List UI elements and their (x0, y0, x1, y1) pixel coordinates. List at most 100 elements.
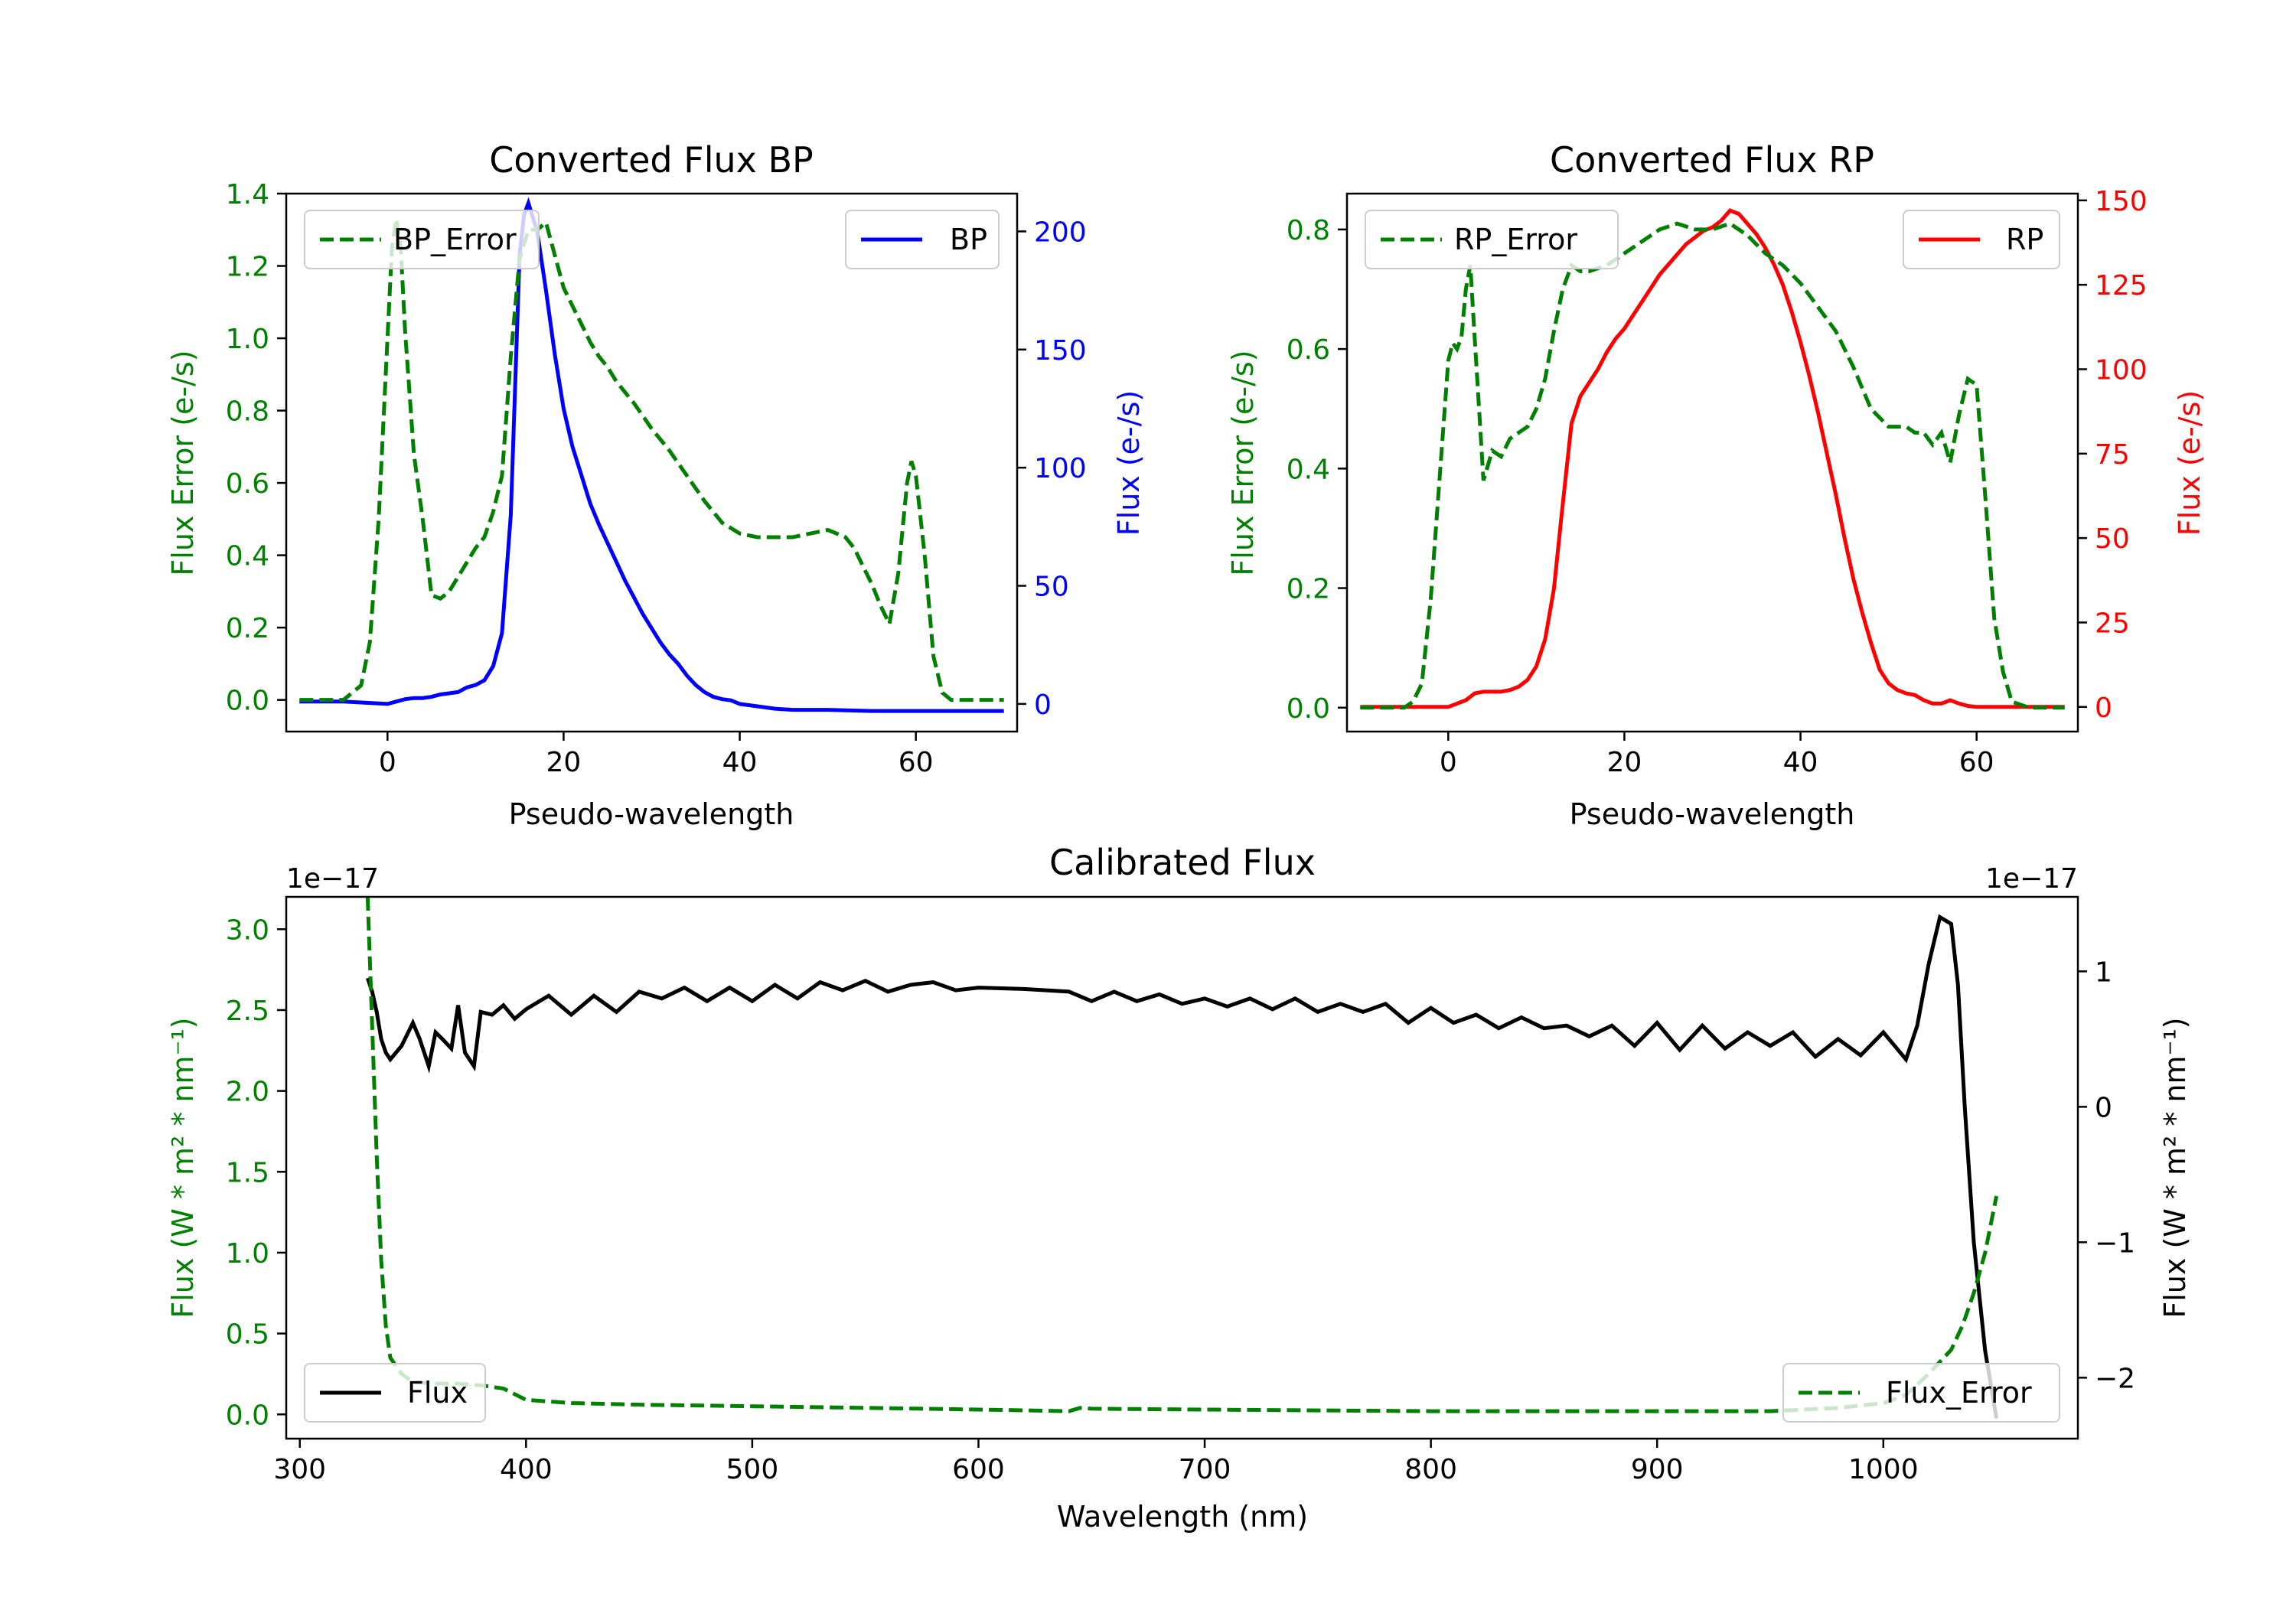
rp-error-line (1360, 221, 2065, 710)
left-y-tick-label: 0.5 (226, 1319, 269, 1351)
right-y-tick-label: 25 (2095, 608, 2130, 639)
left-y-ticks: 0.0 0.2 0.4 0.6 0.8 (1287, 215, 1347, 725)
right-y-tick-label: 150 (2095, 186, 2148, 217)
chart-title: Converted Flux BP (489, 139, 814, 181)
right-offset-text: 1e−17 (1985, 863, 2078, 895)
right-y-tick-label: 75 (2095, 439, 2130, 471)
right-y-tick-label: 150 (1034, 335, 1087, 367)
right-y-ticks: −2 −1 0 1 (2078, 957, 2135, 1394)
chart-calibrated: 300 400 500 600 700 800 900 1000 0.0 0.5 1.0 1.5 2.… (166, 842, 2192, 1534)
right-y-ticks: 0 25 50 75 100 125 150 (2078, 186, 2148, 724)
right-y-tick-label: 100 (1034, 453, 1087, 484)
left-y-tick-label: 0.4 (226, 541, 269, 572)
right-y-ticks: 0 50 100 150 200 (1017, 217, 1087, 721)
left-y-ticks: 0.0 0.2 0.4 0.6 0.8 1.0 1.2 1.4 (226, 179, 286, 717)
x-tick-label: 900 (1631, 1454, 1684, 1485)
left-y-tick-label: 0.8 (1287, 215, 1330, 246)
left-y-tick-label: 1.5 (226, 1157, 269, 1188)
left-y-tick-label: 1.0 (226, 324, 269, 355)
left-y-axis-label: Flux (W * m² * nm⁻¹) (166, 1017, 200, 1318)
legend-flux: Flux (304, 1363, 486, 1423)
x-ticks: 0 20 40 60 (379, 732, 934, 778)
right-y-tick-label: 50 (2095, 523, 2130, 555)
x-ticks: 300 400 500 600 700 800 900 1000 (273, 1439, 1919, 1485)
x-tick-label: 60 (899, 747, 934, 778)
legend-bp: BP (845, 210, 1000, 269)
left-y-tick-label: 2.0 (226, 1077, 269, 1108)
left-y-axis-label: Flux Error (e-/s) (166, 350, 200, 575)
right-y-tick-label: 100 (2095, 354, 2148, 386)
left-y-axis-label: Flux Error (e-/s) (1226, 350, 1260, 575)
x-tick-label: 0 (379, 747, 396, 778)
x-tick-label: 800 (1404, 1454, 1457, 1485)
legend-rp: RP (1903, 210, 2060, 269)
legend-label: RP (2006, 223, 2043, 256)
x-tick-label: 1000 (1848, 1454, 1919, 1485)
plot-frame (285, 895, 2079, 1440)
left-y-tick-label: 0.0 (226, 1400, 269, 1431)
x-ticks: 0 20 40 60 (1440, 732, 1994, 778)
left-y-ticks: 0.0 0.5 1.0 1.5 2.0 2.5 3.0 (226, 914, 286, 1431)
left-y-tick-label: 0.2 (226, 613, 269, 644)
legend-rp-error: RP_Error (1365, 210, 1619, 269)
legend-label: Flux_Error (1886, 1376, 2032, 1410)
x-tick-label: 20 (546, 747, 582, 778)
x-axis-label: Pseudo-wavelength (1570, 797, 1855, 831)
right-y-tick-label: −2 (2095, 1363, 2135, 1394)
right-y-axis-label: Flux (W * m² * nm⁻¹) (2158, 1017, 2192, 1318)
x-tick-label: 300 (273, 1454, 326, 1485)
chart-title: Calibrated Flux (1049, 842, 1316, 883)
left-y-tick-label: 1.4 (226, 179, 269, 210)
left-y-tick-label: 0.2 (1287, 574, 1330, 605)
x-axis-label: Pseudo-wavelength (509, 797, 794, 831)
left-y-tick-label: 3.0 (226, 914, 269, 946)
left-y-tick-label: 0.8 (226, 396, 269, 428)
chart-bp: 0 20 40 60 0.0 0.2 0.4 0.6 0.8 1.0 1.2 1.4 0 50 100 1… (166, 139, 1146, 831)
bp-error-line (299, 218, 1004, 702)
plot-frame (285, 192, 1019, 733)
x-tick-label: 400 (500, 1454, 553, 1485)
x-tick-label: 40 (722, 747, 758, 778)
right-y-tick-label: 0 (2095, 693, 2112, 724)
bp-line (299, 197, 1004, 713)
left-y-tick-label: 0.6 (226, 468, 269, 500)
legend-flux-error: Flux_Error (1782, 1363, 2060, 1423)
right-y-axis-label: Flux (e-/s) (1112, 390, 1146, 536)
x-tick-label: 20 (1607, 747, 1642, 778)
x-tick-label: 500 (726, 1454, 779, 1485)
plot-frame (1345, 192, 2079, 733)
right-y-tick-label: −1 (2095, 1227, 2135, 1259)
right-y-tick-label: 125 (2095, 270, 2148, 302)
rp-line (1360, 208, 2065, 709)
left-y-tick-label: 1.2 (226, 252, 269, 283)
right-y-tick-label: 50 (1034, 572, 1069, 603)
left-y-tick-label: 0.6 (1287, 334, 1330, 366)
left-y-tick-label: 2.5 (226, 996, 269, 1027)
right-y-tick-label: 1 (2095, 957, 2112, 988)
left-y-tick-label: 1.0 (226, 1238, 269, 1270)
right-y-tick-label: 200 (1034, 217, 1087, 248)
x-tick-label: 700 (1179, 1454, 1231, 1485)
flux-error-line (365, 896, 1999, 1413)
left-y-tick-label: 0.0 (1287, 693, 1330, 725)
left-y-tick-label: 0.4 (1287, 454, 1330, 485)
x-tick-label: 600 (952, 1454, 1005, 1485)
flux-line (366, 914, 1999, 1419)
right-y-axis-label: Flux (e-/s) (2173, 390, 2206, 536)
x-tick-label: 0 (1440, 747, 1457, 778)
chart-title: Converted Flux RP (1550, 139, 1874, 181)
legend-label: Flux (407, 1376, 468, 1410)
chart-rp: 0 20 40 60 0.0 0.2 0.4 0.6 0.8 0 25 50 75 100 125 150… (1226, 139, 2206, 831)
x-tick-label: 60 (1959, 747, 1994, 778)
x-axis-label: Wavelength (nm) (1057, 1500, 1308, 1534)
left-offset-text: 1e−17 (286, 863, 379, 895)
right-y-tick-label: 0 (2095, 1092, 2112, 1123)
legend-bp-error: BP_Error (304, 210, 540, 269)
right-y-tick-label: 0 (1034, 689, 1052, 721)
legend-label: BP_Error (393, 223, 517, 256)
legend-label: BP (950, 223, 987, 256)
legend-label: RP_Error (1454, 223, 1577, 256)
left-y-tick-label: 0.0 (226, 686, 269, 717)
x-tick-label: 40 (1783, 747, 1818, 778)
